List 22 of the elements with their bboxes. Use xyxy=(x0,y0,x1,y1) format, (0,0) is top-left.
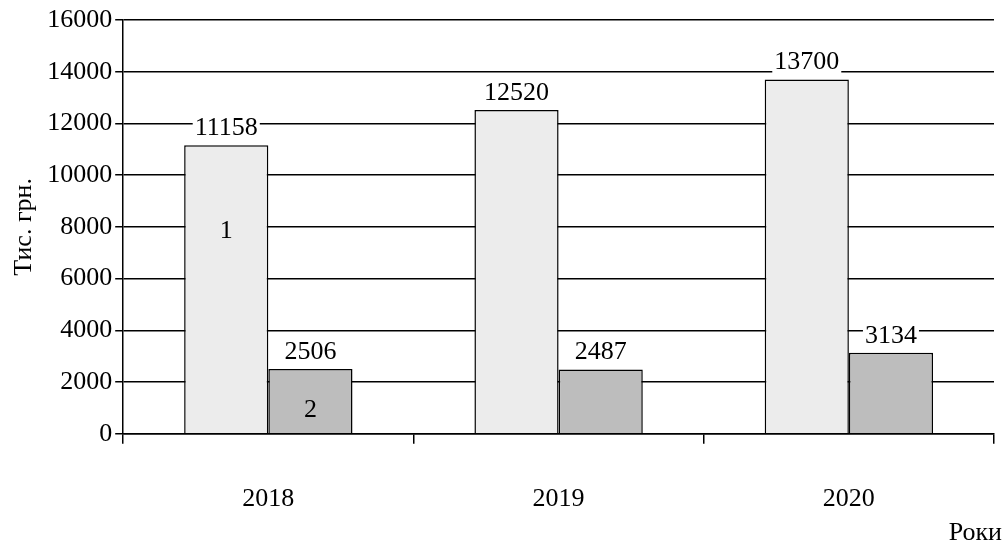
x-tick-label: 2020 xyxy=(822,483,875,513)
y-tick-label: 6000 xyxy=(60,262,113,292)
data-label: 2487 xyxy=(574,336,627,366)
y-tick-label: 0 xyxy=(99,417,113,447)
data-label: 2506 xyxy=(284,335,337,365)
series-label: 1 xyxy=(219,215,233,245)
data-label: 13700 xyxy=(774,46,840,76)
x-axis-title: Роки xyxy=(948,516,1003,546)
data-label: 12520 xyxy=(484,76,550,106)
x-tick-label: 2019 xyxy=(532,483,585,513)
y-tick-label: 12000 xyxy=(47,107,113,137)
x-tick-label: 2018 xyxy=(242,483,295,513)
y-tick-label: 2000 xyxy=(60,365,113,395)
y-axis-title: Тис. грн. xyxy=(8,178,38,276)
y-tick-label: 8000 xyxy=(60,210,113,240)
y-tick-label: 4000 xyxy=(60,314,113,344)
y-tick-label: 14000 xyxy=(47,55,113,85)
data-label: 3134 xyxy=(864,319,917,349)
y-tick-label: 10000 xyxy=(47,159,113,188)
data-label: 11158 xyxy=(194,112,258,142)
y-tick-label: 16000 xyxy=(47,3,113,33)
series-label: 2 xyxy=(303,394,317,424)
